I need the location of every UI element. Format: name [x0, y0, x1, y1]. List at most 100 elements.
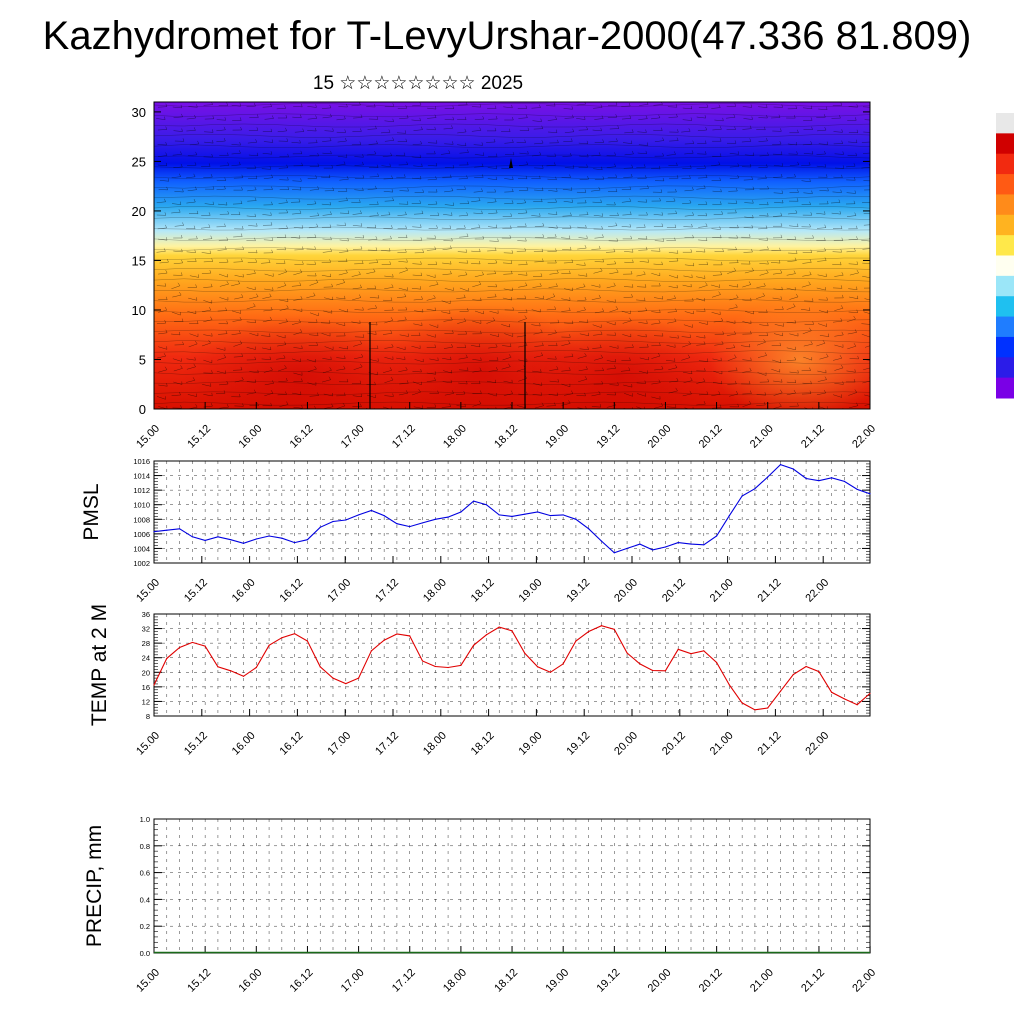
y-tick-label: 0.6 [140, 869, 150, 878]
data-point [805, 477, 807, 480]
data-point [498, 514, 500, 516]
data-point [792, 673, 794, 676]
data-point [230, 670, 232, 672]
data-point [728, 684, 730, 686]
colorbar-swatch [996, 194, 1014, 216]
data-point [434, 665, 436, 668]
x-tick-label: 15.12 [182, 577, 210, 605]
data-point [575, 518, 577, 520]
data-point [600, 625, 603, 627]
data-point [460, 664, 462, 666]
x-tick-label: 16.00 [236, 967, 264, 995]
x-tick-label: 15.00 [134, 730, 162, 758]
y-tick-label: 0.8 [140, 842, 150, 851]
y-tick-label: 15 [132, 253, 146, 268]
data-point [767, 476, 769, 478]
x-tick-label: 18.00 [421, 730, 449, 758]
data-point [166, 657, 168, 660]
colorbar-swatch [996, 296, 1014, 318]
data-point [204, 645, 206, 647]
colorbar-swatch [996, 377, 1014, 399]
data-point [473, 500, 475, 502]
data-point [421, 522, 424, 524]
x-tick-label: 15.12 [185, 967, 213, 995]
x-tick-label: 21.00 [708, 730, 736, 758]
x-tick-label: 15.00 [134, 967, 162, 995]
x-tick-label: 20.00 [646, 423, 674, 451]
data-point [754, 488, 756, 490]
x-tick-label: 22.00 [803, 577, 831, 605]
data-point [383, 515, 385, 517]
data-point [831, 477, 833, 479]
y-tick-label: 1002 [133, 559, 150, 568]
x-tick-label: 20.12 [660, 730, 688, 758]
x-tick-label: 17.12 [373, 730, 401, 758]
data-point [856, 488, 858, 491]
data-point [409, 635, 411, 637]
colorbar-swatch [996, 336, 1014, 358]
precip-panel: 0.0 0.2 0.4 0.6 0.8 1.0 15.00 15.12 16.00 16.12 17… [83, 815, 878, 995]
wind-barb-set [156, 102, 870, 409]
y-tick-label: 12 [142, 697, 150, 706]
y-tick-label: 0.2 [140, 922, 150, 931]
x-tick-label: 16.00 [236, 423, 264, 451]
data-point [447, 516, 449, 518]
data-point [536, 666, 539, 668]
data-point [664, 546, 667, 548]
x-tick-label: 18.12 [492, 967, 520, 995]
x-tick-label: 17.00 [339, 967, 367, 995]
x-tick-label: 17.00 [325, 577, 353, 605]
y-tick-label: 1016 [133, 457, 150, 466]
x-tick-label: 19.12 [564, 577, 592, 605]
data-point [255, 538, 257, 540]
x-tick-label: 15.12 [185, 423, 213, 451]
data-point [779, 464, 782, 466]
x-tick-label: 21.00 [748, 423, 776, 451]
data-point [447, 666, 449, 669]
data-point [690, 653, 692, 655]
contour-lines [154, 103, 870, 406]
colorbar-swatch [996, 235, 1014, 256]
data-point [869, 692, 871, 695]
panel-frame [153, 613, 871, 717]
data-point [767, 707, 769, 709]
data-point [306, 539, 309, 541]
x-tick-label: 18.00 [441, 967, 469, 995]
x-tick-label: 18.12 [469, 577, 497, 605]
data-point [409, 525, 411, 528]
y-tick-label: 5 [139, 352, 146, 367]
data-point [779, 690, 782, 692]
colorbar-swatch [996, 174, 1014, 195]
x-tick-label: 20.12 [697, 423, 725, 451]
y-axis-label: PMSL [80, 483, 103, 540]
y-tick-label: 30 [132, 105, 146, 120]
station-marker [509, 158, 513, 168]
y-tick-label: 1012 [133, 486, 150, 495]
data-point [485, 504, 488, 506]
y-tick-label: 1014 [133, 472, 150, 481]
data-point [217, 536, 219, 538]
y-tick-label: 16 [142, 683, 150, 692]
data-point [319, 526, 321, 528]
x-tick-label: 20.12 [697, 967, 725, 995]
data-point [562, 663, 564, 665]
data-point [843, 698, 846, 700]
data-point [728, 515, 730, 517]
data-point [294, 542, 296, 544]
x-tick-label: 15.00 [134, 577, 162, 605]
data-point [242, 675, 245, 677]
colorbar [996, 113, 1014, 399]
data-point [562, 514, 564, 516]
data-point [588, 630, 590, 633]
x-tick-label: 17.12 [373, 577, 401, 605]
temp-panel: 8 12 16 20 24 28 32 36 15.00 15.12 16.00 16.12 17.00… [88, 604, 871, 758]
x-tick-label: 19.00 [543, 423, 571, 451]
data-point [715, 661, 718, 664]
data-point [434, 518, 436, 520]
data-point [178, 646, 181, 649]
wind-barbs [154, 102, 870, 409]
colorbar-swatch [996, 153, 1014, 175]
data-point [703, 544, 705, 546]
x-tick-label: 16.12 [278, 730, 306, 758]
